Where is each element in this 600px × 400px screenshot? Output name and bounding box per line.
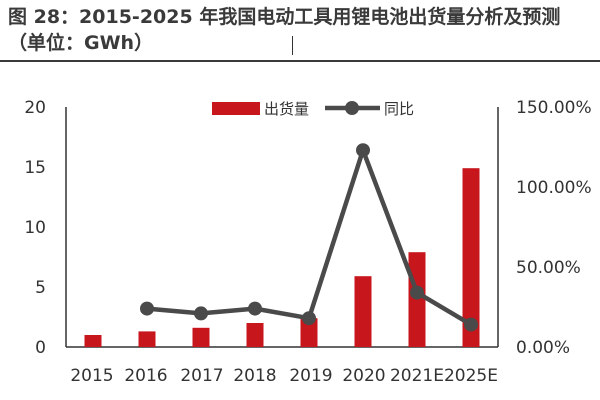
yoy-point-2020 xyxy=(356,143,370,158)
x-tick-label-2021E: 2021E xyxy=(390,366,444,386)
yoy-point-2021E xyxy=(410,285,424,300)
tick-labels: 0 5 10 15 20 0.00% 50.00% 100.00% 150.00% 2015 201… xyxy=(24,98,591,386)
left-tick-label: 10 xyxy=(24,218,46,238)
legend-swatch-marker xyxy=(345,101,359,115)
x-tick-label-2017: 2017 xyxy=(180,366,223,386)
legend-swatch-bar xyxy=(212,102,260,115)
legend: 出货量 同比 xyxy=(212,100,414,118)
x-tick-label-2025E: 2025E xyxy=(444,366,498,386)
legend-label-line: 同比 xyxy=(384,100,414,118)
right-tick-label: 0.00% xyxy=(516,338,570,358)
x-tick-label-2016: 2016 xyxy=(124,366,167,386)
yoy-point-2025E xyxy=(464,317,478,332)
yoy-line xyxy=(140,143,478,332)
left-tick-label: 5 xyxy=(35,278,46,298)
title-cursor-bar xyxy=(292,36,293,55)
right-tick-label: 150.00% xyxy=(516,98,592,118)
x-tick-label-2020: 2020 xyxy=(342,366,385,386)
yoy-point-2018 xyxy=(248,301,262,316)
yoy-point-2017 xyxy=(194,306,208,321)
right-tick-label: 50.00% xyxy=(516,258,581,278)
bar-2016 xyxy=(138,331,156,347)
x-tick-label-2019: 2019 xyxy=(289,366,332,386)
chart-title: 图 28：2015-2025 年我国电动工具用锂电池出货量分析及预测（单位：GW… xyxy=(8,6,561,54)
bar-2017 xyxy=(192,327,210,347)
title-divider xyxy=(0,60,600,62)
yoy-point-2016 xyxy=(140,301,154,316)
right-tick-label: 100.00% xyxy=(516,178,592,198)
bar-2025E xyxy=(462,168,480,347)
legend-label-bar: 出货量 xyxy=(264,100,309,118)
bar-2020 xyxy=(354,276,372,347)
yoy-point-2019 xyxy=(302,311,316,326)
left-tick-label: 0 xyxy=(35,338,46,358)
bar-2019 xyxy=(300,318,318,347)
bar-2018 xyxy=(246,323,264,347)
left-tick-label: 20 xyxy=(24,98,46,118)
bars xyxy=(84,168,480,347)
left-tick-label: 15 xyxy=(24,158,46,178)
axes xyxy=(65,107,499,348)
bar-2015 xyxy=(84,335,102,347)
x-tick-label-2018: 2018 xyxy=(233,366,276,386)
x-tick-label-2015: 2015 xyxy=(70,366,113,386)
